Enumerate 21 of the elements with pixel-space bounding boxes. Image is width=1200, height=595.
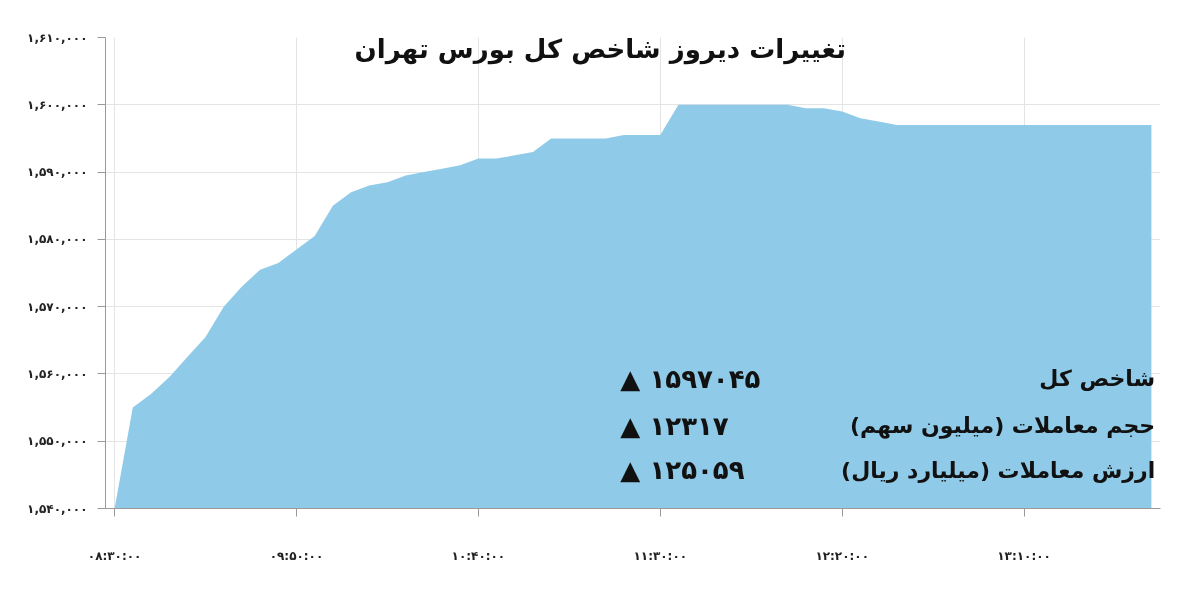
y-tick-label: ۱,۵۷۰,۰۰۰: [27, 299, 88, 314]
y-tick-label: ۱,۶۰۰,۰۰۰: [27, 97, 88, 112]
x-tick-label: ۰۹:۵۰:۰۰: [269, 548, 324, 563]
annotation: شاخص کل: [1039, 366, 1156, 391]
x-tick-label: ۱۳:۱۰:۰۰: [997, 548, 1051, 563]
chart-title: تغییرات دیروز شاخص کل بورس تهران: [354, 34, 847, 66]
y-tick-label: ۱,۵۸۰,۰۰۰: [27, 232, 88, 247]
x-tick-label: ۰۸:۳۰:۰۰: [87, 548, 142, 563]
y-tick-label: ۱,۵۴۰,۰۰۰: [27, 501, 88, 516]
y-tick-label: ۱,۵۶۰,۰۰۰: [27, 366, 88, 381]
y-tick-label: ۱,۶۱۰,۰۰۰: [27, 30, 88, 45]
x-tick-label: ۱۱:۳۰:۰۰: [633, 548, 688, 563]
x-tick-label: ۱۲:۲۰:۰۰: [815, 548, 869, 563]
y-tick-label: ۱,۵۹۰,۰۰۰: [27, 165, 88, 180]
annotation: ارزش معاملات (میلیارد ریال): [841, 457, 1156, 483]
annotation: حجم معاملات (میلیون سهم): [849, 413, 1156, 440]
annotation: ▲ ۱۵۹۷۰۴۵: [620, 363, 761, 394]
annotation: ▲ ۱۲۵۰۵۹: [620, 455, 745, 486]
x-tick-label: ۱۰:۴۰:۰۰: [451, 548, 506, 563]
annotation: ▲ ۱۲۳۱۷: [620, 410, 729, 441]
y-tick-label: ۱,۵۵۰,۰۰۰: [27, 434, 88, 449]
